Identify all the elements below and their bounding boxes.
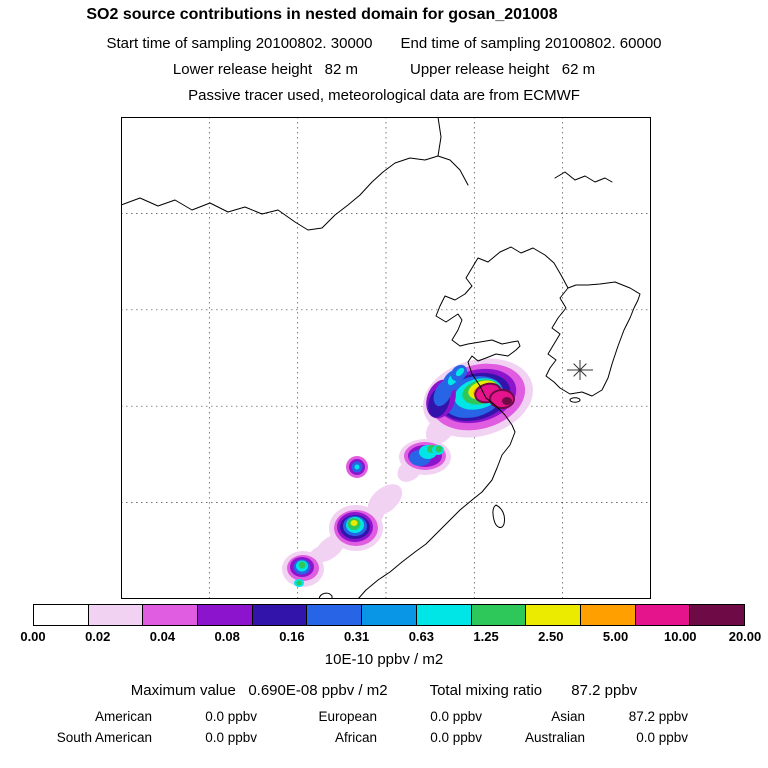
tick-label: 0.63 bbox=[408, 629, 435, 644]
region-value: 0.0 ppbv bbox=[205, 730, 257, 745]
northern-border-line bbox=[121, 155, 469, 231]
plume-blob bbox=[298, 561, 306, 569]
colorbar bbox=[33, 604, 745, 626]
colorbar-segment bbox=[525, 605, 580, 625]
region-value: 0.0 ppbv bbox=[430, 730, 482, 745]
colorbar-segment bbox=[470, 605, 526, 625]
china-coastline bbox=[357, 251, 521, 599]
region-contributions-table: American 0.0 ppbv European 0.0 ppbv Asia… bbox=[40, 706, 688, 748]
plume-blob bbox=[435, 445, 443, 453]
colorbar-segment bbox=[689, 605, 744, 625]
max-value-text: Maximum value 0.690E-08 ppbv / m2 bbox=[130, 682, 388, 699]
tracer-info-text: Passive tracer used, meteorological data… bbox=[188, 87, 580, 104]
colorbar-segment bbox=[415, 605, 471, 625]
end-time-text: End time of sampling 20100802. 60000 bbox=[400, 35, 662, 52]
colorbar-segment bbox=[197, 605, 252, 625]
plume-blob bbox=[455, 367, 465, 377]
border-spur-line bbox=[437, 117, 442, 157]
tick-label: 0.04 bbox=[149, 629, 176, 644]
tick-label: 0.08 bbox=[214, 629, 240, 644]
upper-release-text: Upper release height 62 m bbox=[410, 61, 596, 78]
tracer-info-row: Passive tracer used, meteorological data… bbox=[0, 87, 768, 104]
jeju-island bbox=[569, 397, 581, 403]
colorbar-segment bbox=[87, 605, 143, 625]
tick-label: 0.31 bbox=[343, 629, 370, 644]
colorbar-segment bbox=[306, 605, 362, 625]
colorbar-segment bbox=[34, 605, 88, 625]
tick-label: 1.25 bbox=[473, 629, 499, 644]
tick-label: 10.00 bbox=[663, 629, 697, 644]
region-name: African bbox=[334, 730, 377, 745]
tick-label: 0.00 bbox=[20, 629, 46, 644]
tick-label: 0.16 bbox=[279, 629, 305, 644]
receptor-star-icon bbox=[567, 360, 593, 380]
summary-row: Maximum value 0.690E-08 ppbv / m2 Total … bbox=[0, 682, 768, 699]
start-time-text: Start time of sampling 20100802. 30000 bbox=[106, 35, 373, 52]
plume-blob bbox=[354, 464, 360, 470]
region-value: 0.0 ppbv bbox=[205, 709, 257, 724]
tick-label: 5.00 bbox=[602, 629, 629, 644]
map-panel bbox=[121, 117, 651, 599]
korea-coastline bbox=[545, 281, 641, 397]
units-label: 10E-10 ppbv / m2 bbox=[0, 651, 768, 668]
tick-label: 0.02 bbox=[85, 629, 111, 644]
region-name: Asian bbox=[551, 709, 585, 724]
plume-blob bbox=[296, 580, 302, 586]
plume-blob bbox=[502, 397, 512, 405]
plume-blob bbox=[367, 484, 403, 516]
northeast-border-line bbox=[554, 171, 613, 183]
colorbar-segment bbox=[361, 605, 416, 625]
colorbar-segment bbox=[251, 605, 307, 625]
region-name: American bbox=[94, 709, 152, 724]
grid-lines bbox=[121, 117, 651, 599]
yalu-border-line bbox=[499, 246, 569, 289]
region-value: 0.0 ppbv bbox=[636, 730, 688, 745]
units-text: 10E-10 ppbv / m2 bbox=[324, 651, 444, 668]
colorbar-segment bbox=[579, 605, 635, 625]
coastline-layer bbox=[121, 117, 641, 599]
hainan-island bbox=[318, 592, 333, 599]
map-canvas bbox=[121, 117, 651, 599]
release-height-row: Lower release height 82 m Upper release … bbox=[0, 61, 768, 78]
region-name: European bbox=[318, 709, 377, 724]
taiwan-island bbox=[492, 504, 505, 528]
map-border bbox=[121, 117, 651, 599]
star-spoke bbox=[573, 363, 587, 377]
plume-layer bbox=[282, 358, 533, 587]
sampling-time-row: Start time of sampling 20100802. 30000 E… bbox=[0, 35, 768, 52]
lower-release-text: Lower release height 82 m bbox=[172, 61, 358, 78]
region-name: Australian bbox=[524, 730, 585, 745]
region-value: 0.0 ppbv bbox=[430, 709, 482, 724]
plume-blob bbox=[350, 520, 358, 526]
page-title: SO2 source contributions in nested domai… bbox=[0, 6, 706, 24]
total-mixing-ratio-text: Total mixing ratio 87.2 ppbv bbox=[429, 682, 638, 699]
plot-title: SO2 source contributions in nested domai… bbox=[86, 6, 558, 23]
colorbar-segment bbox=[634, 605, 690, 625]
colorbar-segment bbox=[142, 605, 198, 625]
region-value: 87.2 ppbv bbox=[628, 709, 688, 724]
tick-label: 20.00 bbox=[728, 629, 762, 644]
colorbar-ticks: 0.00 0.02 0.04 0.08 0.16 0.31 0.63 1.25 … bbox=[20, 629, 761, 645]
tick-label: 2.50 bbox=[538, 629, 564, 644]
region-name: South American bbox=[56, 730, 152, 745]
